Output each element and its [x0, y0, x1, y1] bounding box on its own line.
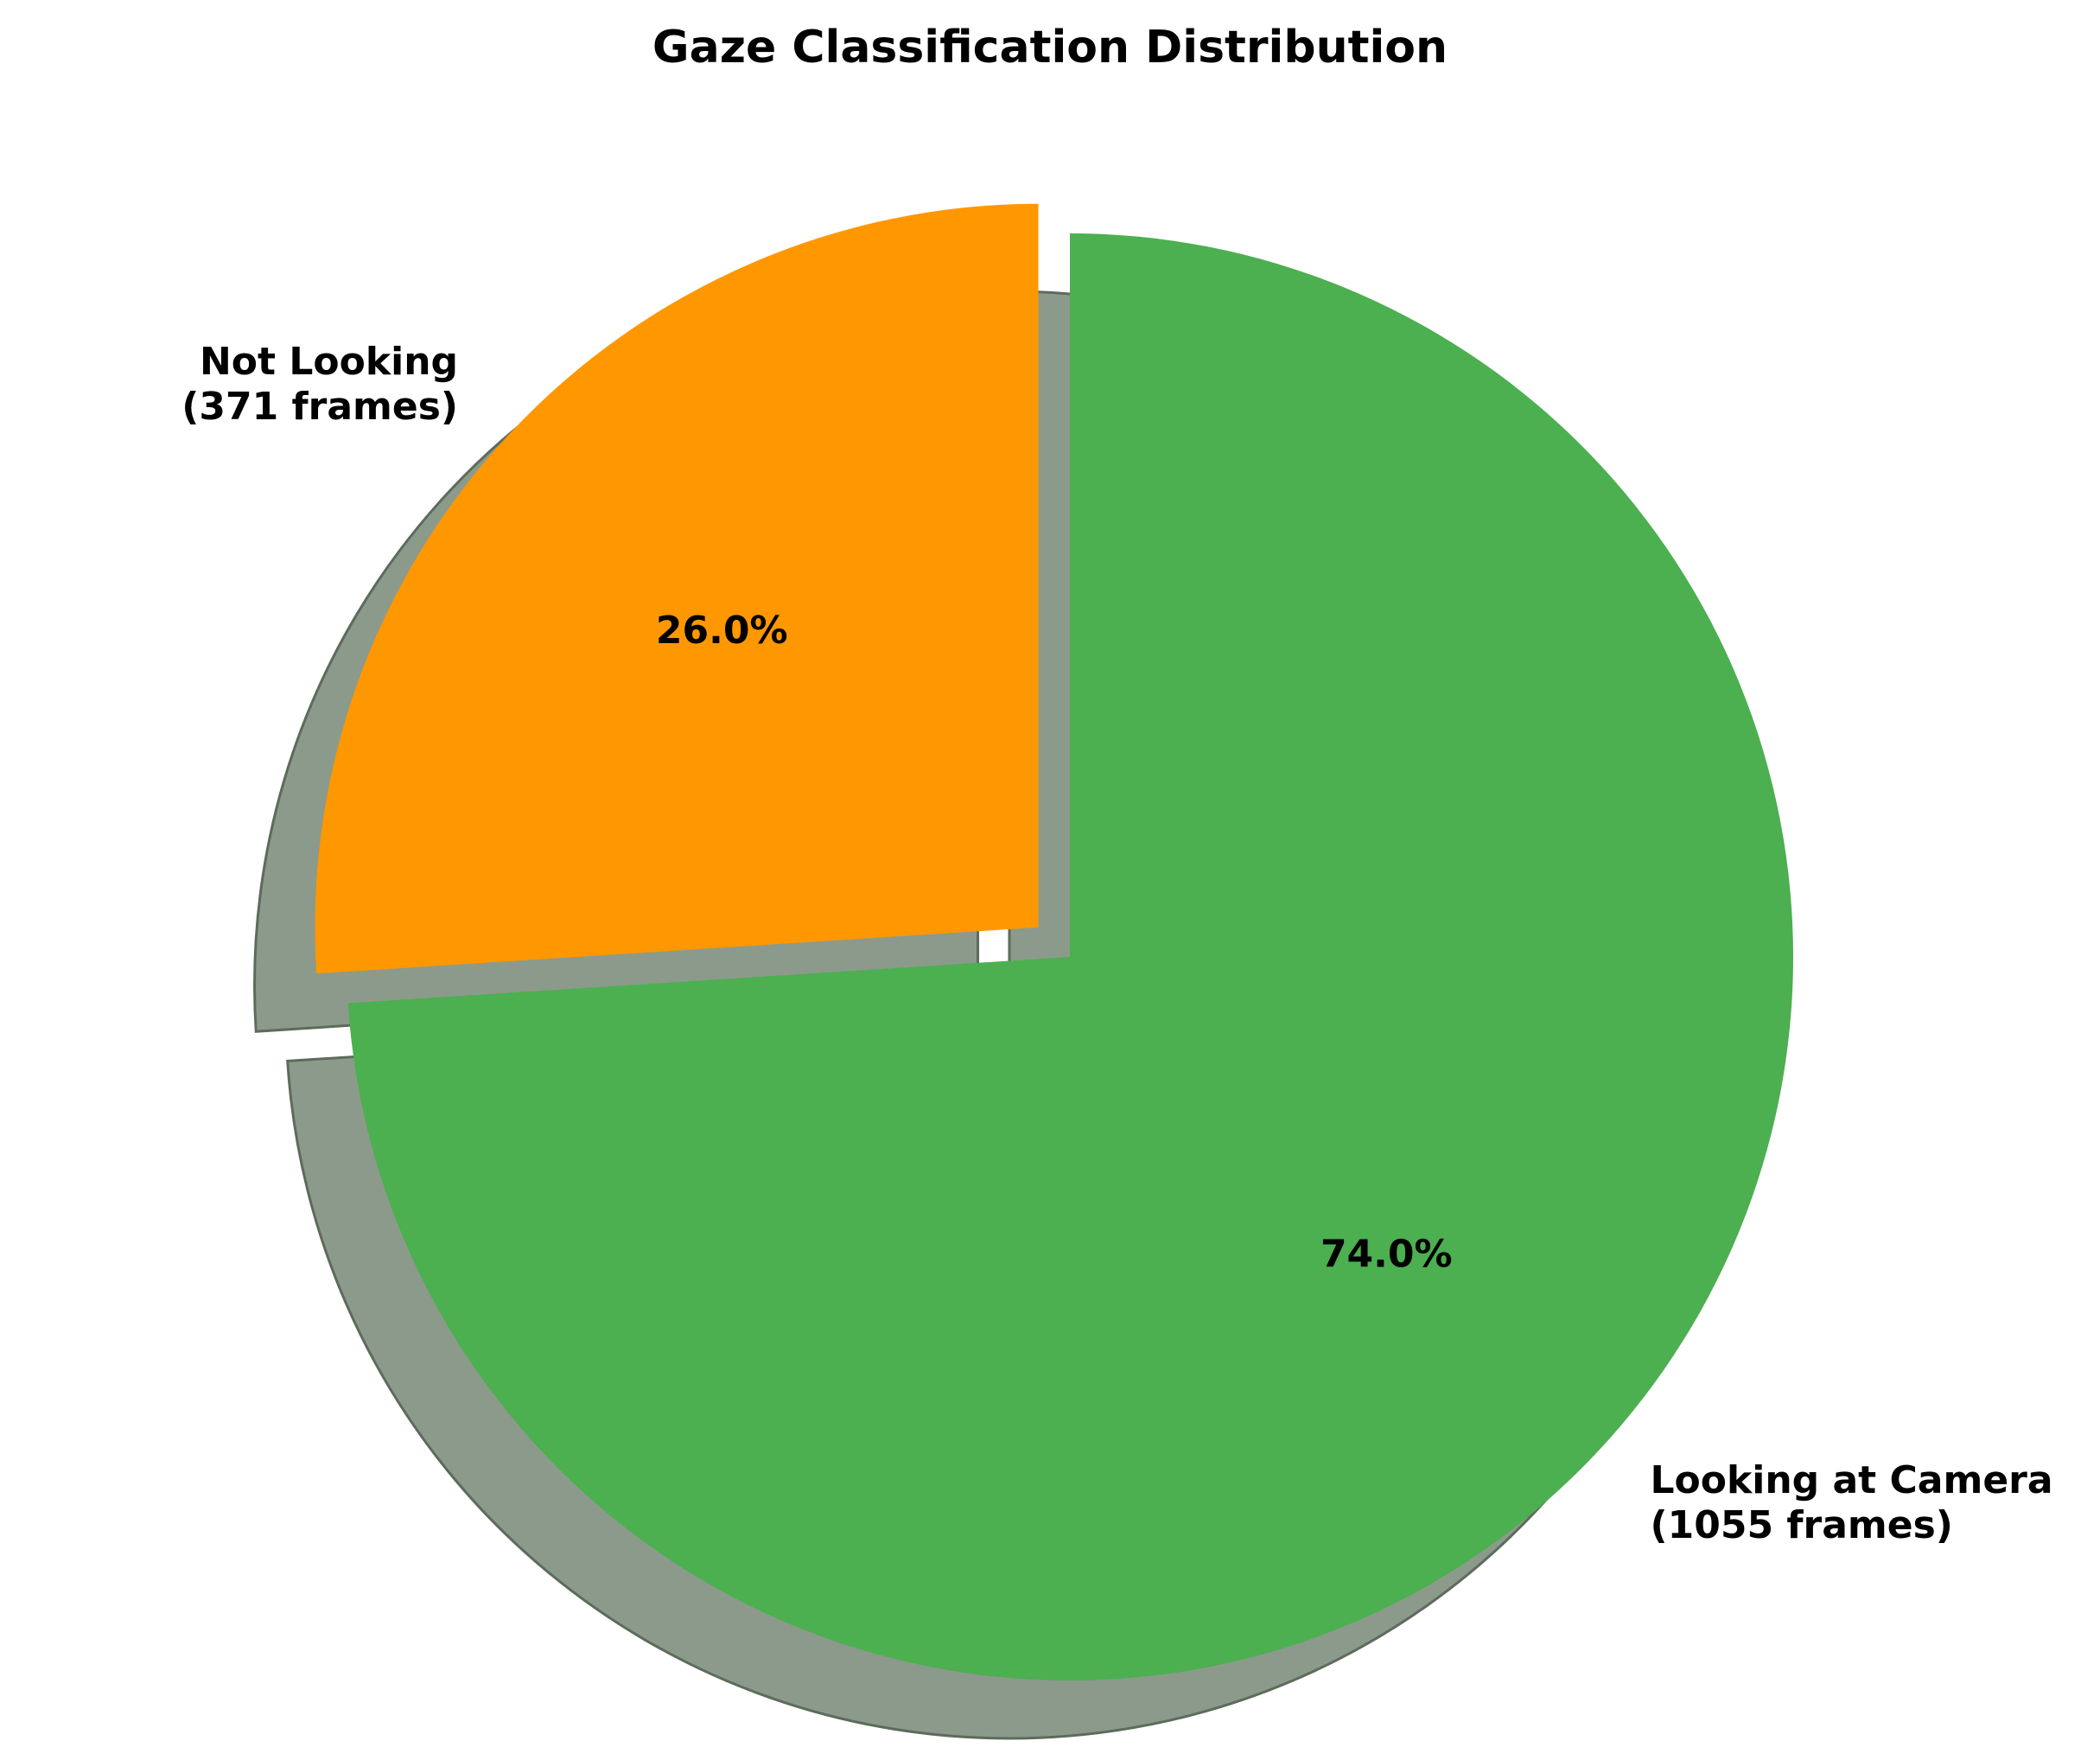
percent-label-looking-at-camera: 74.0%	[1320, 1233, 1453, 1277]
percent-label-not-looking: 26.0%	[656, 609, 788, 653]
pie-slices	[315, 203, 1793, 1680]
chart-title: Gaze Classification Distribution	[652, 22, 1448, 73]
slice-label-not-looking: Not Looking (371 frames)	[181, 340, 458, 429]
pie-slice-looking-at-camera	[347, 233, 1793, 1680]
slice-label-looking-at-camera: Looking at Camera (1055 frames)	[1650, 1458, 2052, 1547]
percent-label-not-looking-line-1: 26.0%	[656, 609, 788, 653]
slice-label-looking-at-camera-line-1: Looking at Camera	[1650, 1458, 2052, 1502]
percent-label-looking-at-camera-line-1: 74.0%	[1320, 1233, 1453, 1277]
slice-label-not-looking-line-1: Not Looking	[200, 340, 458, 384]
pie-labels: 74.0% Looking at Camera (1055 frames) 26.0%…	[181, 340, 2052, 1547]
slice-label-looking-at-camera-line-2: (1055 frames)	[1650, 1503, 1952, 1547]
pie-slice-not-looking	[315, 203, 1039, 974]
slice-label-not-looking-line-2: (371 frames)	[181, 385, 458, 429]
